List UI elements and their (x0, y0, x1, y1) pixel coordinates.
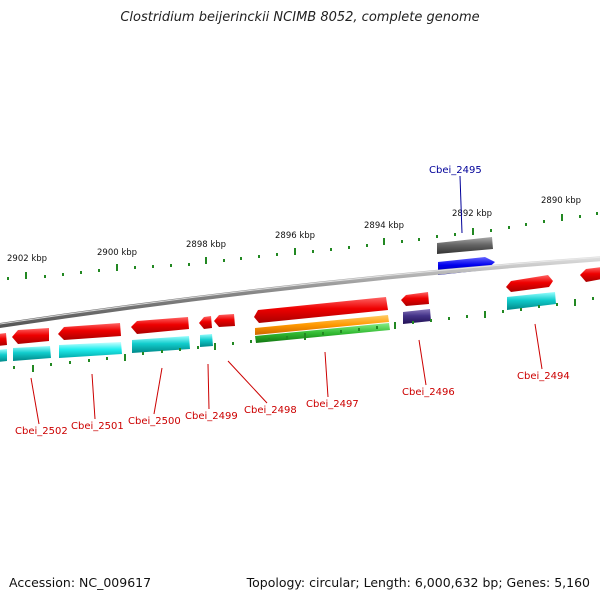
gene-feature-2496[interactable] (401, 292, 429, 306)
gene-label-cbei-2497[interactable]: Cbei_2497 (306, 399, 359, 410)
gene-label-cbei-2502[interactable]: Cbei_2502 (15, 426, 68, 437)
gene-feature-2497[interactable] (254, 297, 388, 323)
gene-labels: Cbei_2502 Cbei_2501 Cbei_2500 Cbei_2499 … (15, 165, 570, 437)
genome-summary: Topology: circular; Length: 6,000,632 bp… (246, 575, 590, 590)
genome-backbone (0, 256, 600, 329)
gene-label-cbei-2500[interactable]: Cbei_2500 (128, 416, 181, 427)
gene-feature-2501[interactable] (58, 323, 121, 340)
cds-feature-2502[interactable] (13, 346, 51, 361)
scale-label: 2890 kbp (541, 196, 581, 206)
gene-label-cbei-2498[interactable]: Cbei_2498 (244, 405, 297, 416)
misc-feature-2496[interactable] (403, 309, 431, 324)
scale-label: 2892 kbp (452, 209, 492, 219)
gene-label-cbei-2501[interactable]: Cbei_2501 (71, 421, 124, 432)
cds-feature-2503[interactable] (0, 349, 7, 362)
scale-label: 2902 kbp (7, 254, 47, 264)
scale-labels: 2902 kbp 2900 kbp 2898 kbp 2896 kbp 2894… (7, 196, 581, 264)
gene-label-cbei-2495[interactable]: Cbei_2495 (429, 165, 482, 176)
label-leaders (30, 175, 543, 425)
gene-feature-2500[interactable] (131, 317, 189, 334)
scale-label: 2896 kbp (275, 231, 315, 241)
scale-label: 2900 kbp (97, 248, 137, 258)
gene-feature-2498[interactable] (214, 314, 235, 327)
gene-feature-2499[interactable] (199, 316, 212, 329)
gene-feature-2502[interactable] (12, 328, 49, 344)
gene-label-cbei-2499[interactable]: Cbei_2499 (185, 411, 238, 422)
gene-feature-2503[interactable] (0, 333, 7, 346)
cds-feature-2501[interactable] (59, 342, 122, 358)
scale-label: 2894 kbp (364, 221, 404, 231)
gene-label-cbei-2496[interactable]: Cbei_2496 (402, 387, 455, 398)
inner-tick-track (13, 297, 594, 372)
gene-track (0, 267, 600, 346)
misc-feature-2497-orange[interactable] (255, 315, 389, 335)
gene-feature-2493[interactable] (580, 267, 600, 282)
cds-feature-2499[interactable] (200, 334, 213, 347)
accession-label: Accession: NC_009617 (9, 575, 152, 590)
scale-label: 2898 kbp (186, 240, 226, 250)
gene-feature-2494[interactable] (506, 275, 553, 292)
cds-feature-2500[interactable] (132, 336, 190, 353)
map-title: Clostridium beijerinckii NCIMB 8052, com… (120, 10, 480, 25)
gene-label-cbei-2494[interactable]: Cbei_2494 (517, 371, 570, 382)
gene-feature-2495-pseudo[interactable] (437, 237, 493, 254)
cds-feature-2494[interactable] (507, 292, 556, 310)
outer-tick-track (7, 212, 598, 280)
